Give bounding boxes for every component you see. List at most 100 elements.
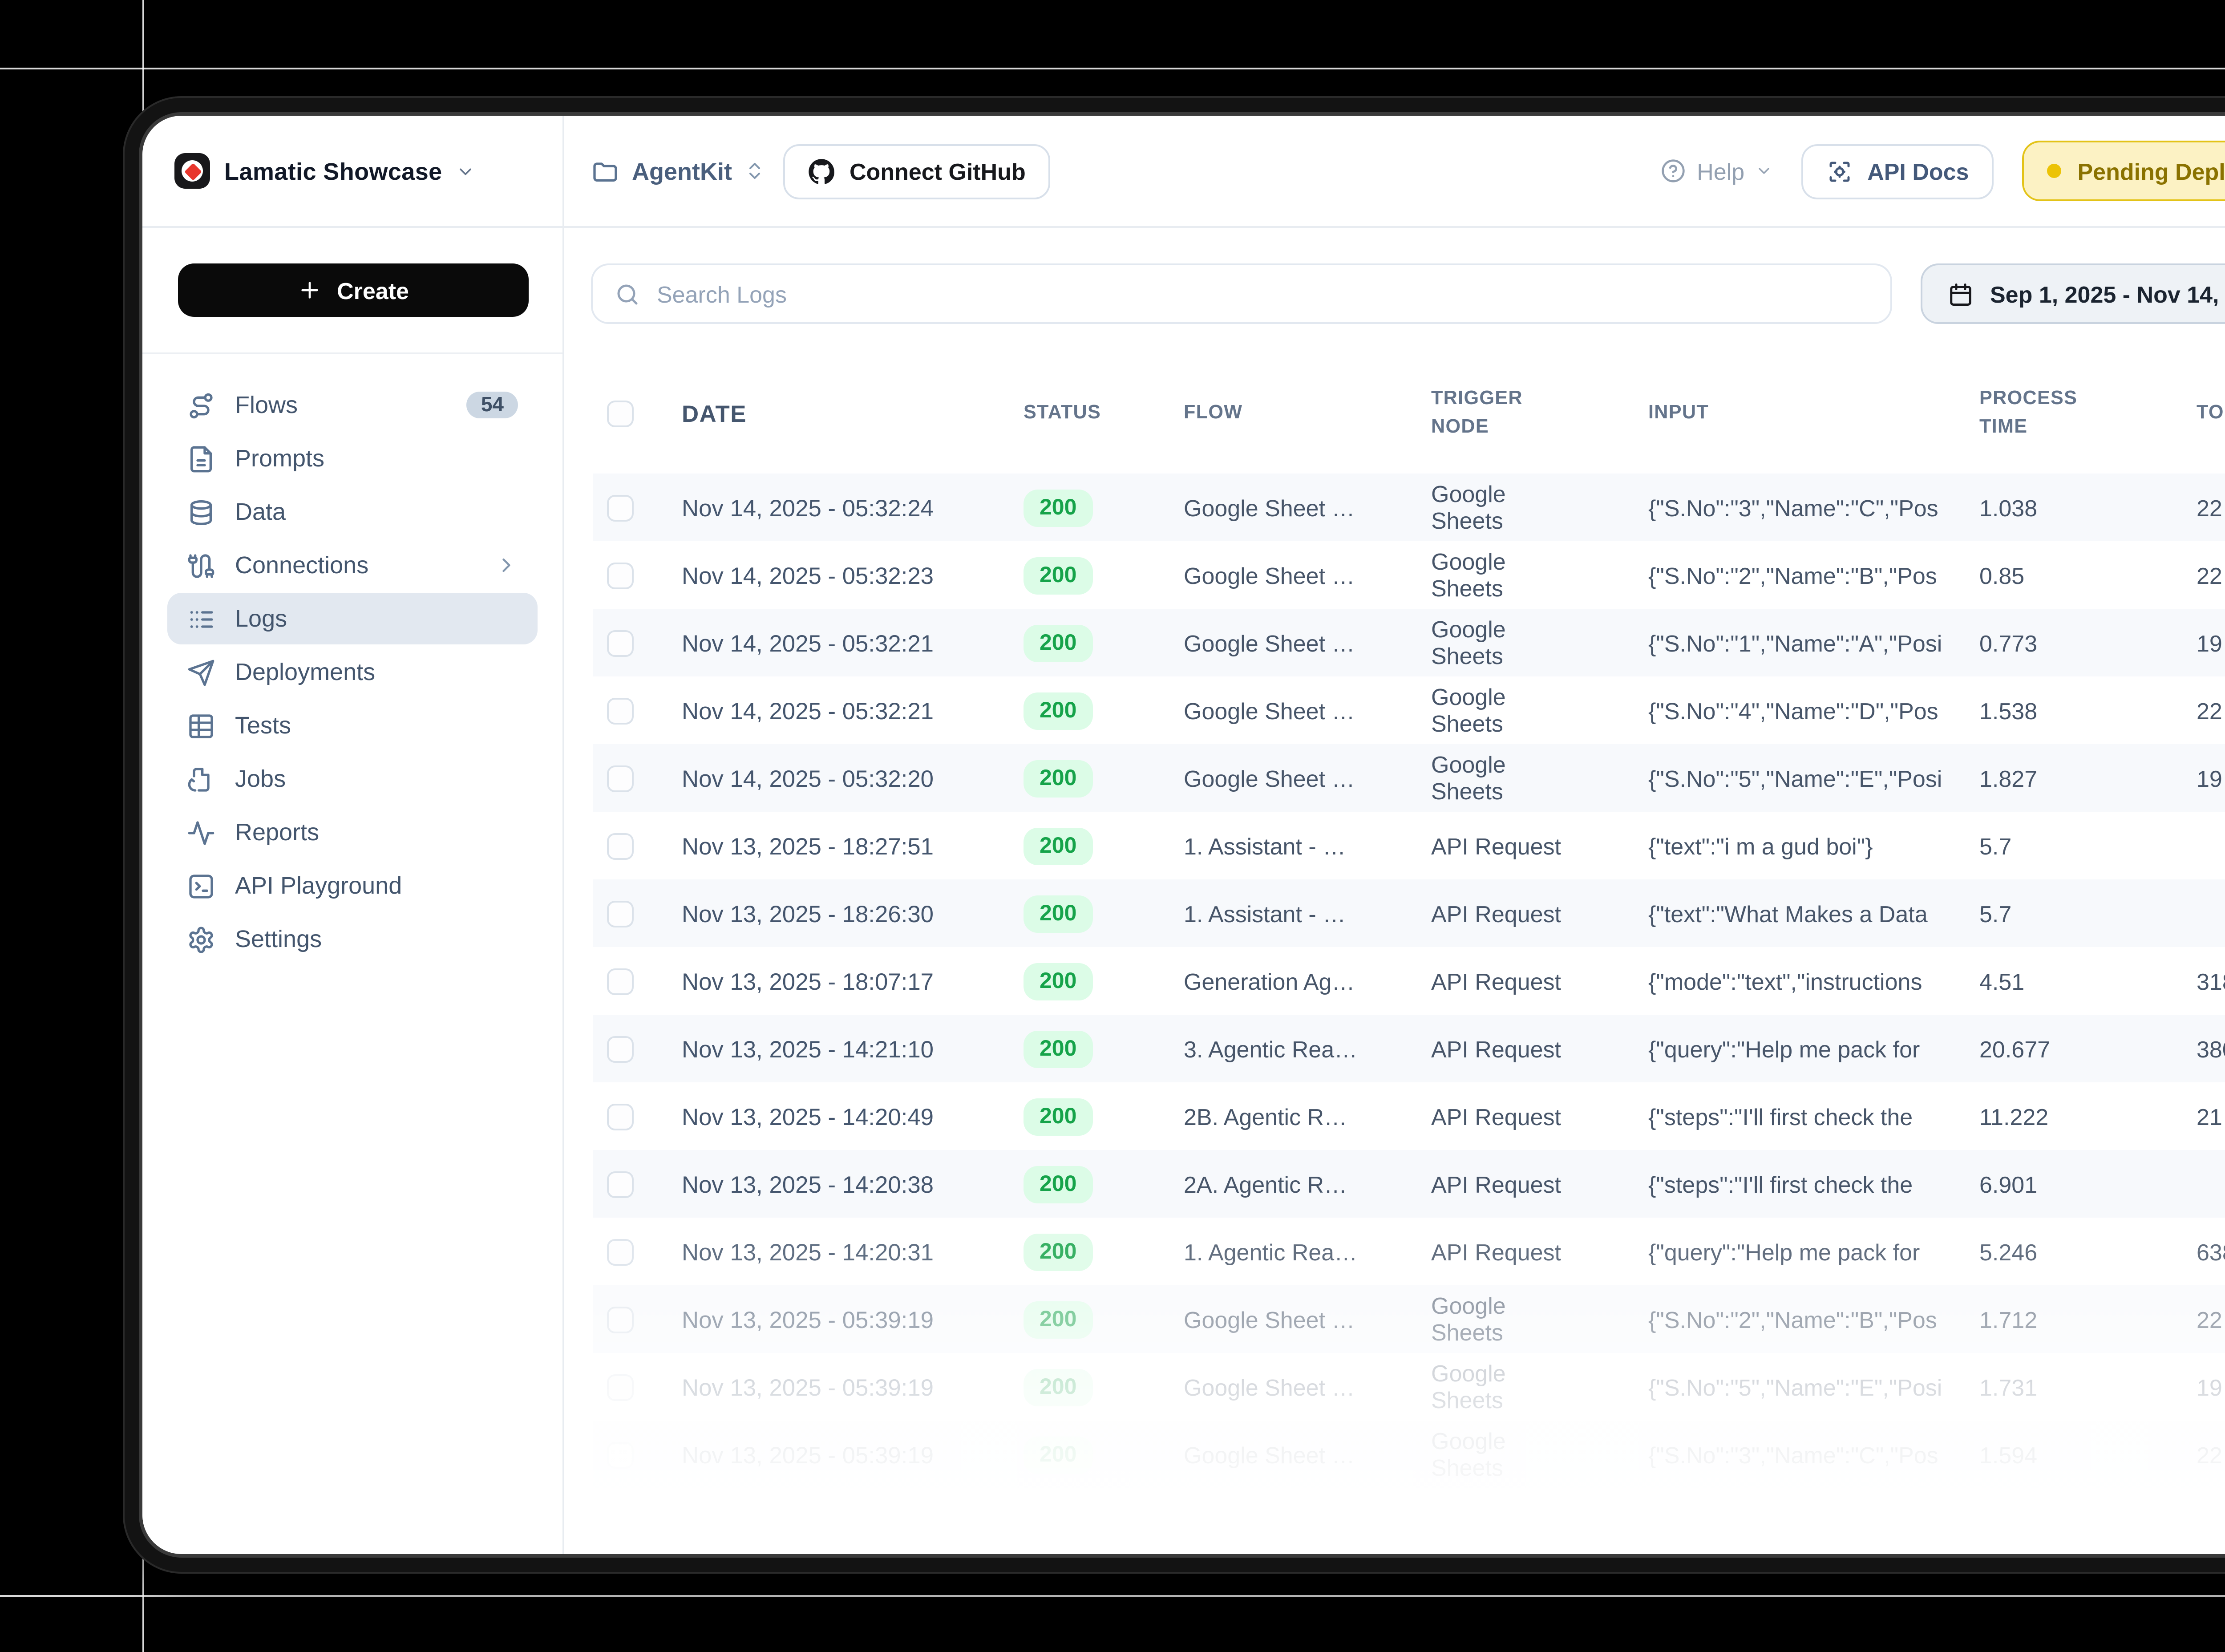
log-trigger-node: API Request bbox=[1431, 1239, 1561, 1266]
log-trigger-node: API Request bbox=[1431, 1103, 1561, 1130]
status-badge: 200 bbox=[1024, 556, 1093, 594]
deployments-icon bbox=[187, 658, 215, 686]
table-row[interactable]: Nov 13, 2025 - 14:20:38 200 2A. Agentic … bbox=[593, 1150, 2225, 1218]
help-menu[interactable]: Help bbox=[1661, 158, 1773, 184]
deployment-status-pill: Pending Deployments Deploy bbox=[2022, 141, 2225, 201]
table-row[interactable]: Nov 13, 2025 - 18:07:17 200 Generation A… bbox=[593, 947, 2225, 1015]
column-header-process: PROCESS TIME bbox=[1979, 388, 2078, 437]
log-input: {"steps":"I'll first check the bbox=[1648, 1103, 1913, 1130]
status-badge: 200 bbox=[1024, 827, 1093, 864]
row-checkbox[interactable] bbox=[607, 1170, 634, 1197]
log-process-time: 5.246 bbox=[1979, 1238, 2038, 1265]
column-header-status: STATUS bbox=[1024, 401, 1101, 423]
date-range-button[interactable]: Sep 1, 2025 - Nov 14, 2025 bbox=[1921, 263, 2225, 324]
log-flow: 2A. Agentic R… bbox=[1184, 1170, 1347, 1197]
connect-github-button[interactable]: Connect GitHub bbox=[784, 143, 1051, 198]
log-date: Nov 14, 2025 - 05:32:20 bbox=[682, 765, 934, 791]
sidebar-item-jobs[interactable]: Jobs bbox=[167, 753, 538, 805]
pending-deployments-label[interactable]: Pending Deployments bbox=[2077, 158, 2225, 184]
log-flow: 1. Agentic Rea… bbox=[1184, 1238, 1358, 1265]
sidebar-item-label: Flows bbox=[235, 392, 298, 418]
table-row[interactable]: Nov 14, 2025 - 05:32:21 200 Google Sheet… bbox=[593, 676, 2225, 744]
pending-dot-icon bbox=[2047, 164, 2062, 178]
log-flow: Google Sheet … bbox=[1184, 1306, 1355, 1332]
logs-table: DATE STATUS FLOW TRIGGER NODE INPUT PROCESS T… bbox=[566, 354, 2225, 1554]
log-trigger-node: Google Sheets bbox=[1431, 1359, 1506, 1413]
sidebar-item-settings[interactable]: Settings bbox=[167, 913, 538, 965]
log-tokens: 3808 bbox=[2197, 1035, 2225, 1062]
row-checkbox[interactable] bbox=[607, 1035, 634, 1062]
row-checkbox[interactable] bbox=[607, 1373, 634, 1400]
table-row[interactable]: Nov 13, 2025 - 18:26:30 200 1. Assistant… bbox=[593, 879, 2225, 947]
status-badge: 200 bbox=[1024, 895, 1093, 932]
table-row[interactable]: Nov 14, 2025 - 05:32:23 200 Google Sheet… bbox=[593, 541, 2225, 609]
log-process-time: 1.731 bbox=[1979, 1373, 2038, 1400]
help-icon bbox=[1661, 158, 1686, 183]
row-checkbox[interactable] bbox=[607, 629, 634, 656]
log-trigger-node: API Request bbox=[1431, 900, 1561, 927]
log-tokens: 19 bbox=[2197, 629, 2222, 656]
log-process-time: 1.827 bbox=[1979, 765, 2038, 791]
sidebar-item-deployments[interactable]: Deployments bbox=[167, 646, 538, 698]
sidebar-item-reports[interactable]: Reports bbox=[167, 806, 538, 858]
log-date: Nov 13, 2025 - 05:39:19 bbox=[682, 1373, 934, 1400]
table-row[interactable]: Nov 13, 2025 - 18:27:51 200 1. Assistant… bbox=[593, 812, 2225, 879]
log-trigger-node: API Request bbox=[1431, 1171, 1561, 1198]
sidebar-item-flows[interactable]: Flows 54 bbox=[167, 379, 538, 431]
status-badge: 200 bbox=[1024, 489, 1093, 526]
topbar: AgentKit Connect GitHub Help bbox=[566, 116, 2225, 226]
row-checkbox[interactable] bbox=[607, 832, 634, 859]
api-docs-button[interactable]: API Docs bbox=[1801, 143, 1994, 198]
log-process-time: 20.677 bbox=[1979, 1035, 2051, 1062]
row-checkbox[interactable] bbox=[607, 1103, 634, 1130]
log-date: Nov 13, 2025 - 14:20:31 bbox=[682, 1238, 934, 1265]
log-input: {"text":"What Makes a Data bbox=[1648, 900, 1928, 927]
table-row[interactable]: Nov 13, 2025 - 05:39:19 200 Google Sheet… bbox=[593, 1353, 2225, 1421]
row-checkbox[interactable] bbox=[607, 1306, 634, 1332]
row-checkbox[interactable] bbox=[607, 968, 634, 994]
row-checkbox[interactable] bbox=[607, 1441, 634, 1468]
sidebar-item-api-playground[interactable]: API Playground bbox=[167, 860, 538, 911]
sidebar-item-data[interactable]: Data bbox=[167, 486, 538, 538]
table-row[interactable]: Nov 14, 2025 - 05:32:20 200 Google Sheet… bbox=[593, 744, 2225, 812]
status-badge: 200 bbox=[1024, 692, 1093, 729]
workspace-switcher[interactable]: Lamatic Showcase bbox=[142, 116, 562, 226]
sidebar-item-label: Tests bbox=[235, 712, 291, 739]
search-input[interactable] bbox=[657, 280, 1869, 307]
table-row[interactable]: Nov 13, 2025 - 05:39:19 200 Google Sheet… bbox=[593, 1421, 2225, 1488]
table-row[interactable]: Nov 13, 2025 - 05:39:19 200 Google Sheet… bbox=[593, 1285, 2225, 1353]
sidebar-item-connections[interactable]: Connections bbox=[167, 539, 538, 591]
table-row[interactable]: Nov 13, 2025 - 14:21:10 200 3. Agentic R… bbox=[593, 1015, 2225, 1082]
log-trigger-node: API Request bbox=[1431, 833, 1561, 860]
status-badge: 200 bbox=[1024, 759, 1093, 797]
row-checkbox[interactable] bbox=[607, 900, 634, 927]
log-flow: Google Sheet … bbox=[1184, 562, 1355, 588]
table-row[interactable]: Nov 14, 2025 - 05:32:21 200 Google Sheet… bbox=[593, 609, 2225, 676]
sidebar-item-tests[interactable]: Tests bbox=[167, 700, 538, 751]
log-flow: 2B. Agentic R… bbox=[1184, 1103, 1347, 1130]
log-flow: Google Sheet … bbox=[1184, 629, 1355, 656]
log-process-time: 1.712 bbox=[1979, 1306, 2038, 1332]
row-checkbox[interactable] bbox=[607, 697, 634, 724]
project-switcher[interactable]: AgentKit bbox=[591, 157, 766, 185]
column-header-flow: FLOW bbox=[1184, 401, 1243, 423]
select-all-checkbox[interactable] bbox=[607, 401, 634, 427]
status-badge: 200 bbox=[1024, 962, 1093, 1000]
table-row[interactable]: Nov 14, 2025 - 05:32:24 200 Google Sheet… bbox=[593, 474, 2225, 541]
search-icon bbox=[614, 280, 641, 307]
sidebar-item-logs[interactable]: Logs bbox=[167, 593, 538, 644]
row-checkbox[interactable] bbox=[607, 562, 634, 588]
sidebar-item-prompts[interactable]: Prompts bbox=[167, 433, 538, 484]
log-input: {"S.No":"2","Name":"B","Pos bbox=[1648, 562, 1937, 588]
row-checkbox[interactable] bbox=[607, 765, 634, 791]
table-row[interactable]: Nov 13, 2025 - 14:20:49 200 2B. Agentic … bbox=[593, 1082, 2225, 1150]
log-flow: Google Sheet … bbox=[1184, 494, 1355, 521]
row-checkbox[interactable] bbox=[607, 1238, 634, 1265]
folder-icon bbox=[591, 157, 619, 185]
log-date: Nov 13, 2025 - 18:26:30 bbox=[682, 900, 934, 927]
log-process-time: 1.594 bbox=[1979, 1441, 2038, 1468]
sidebar: Lamatic Showcase Create Flows 54 Prompts… bbox=[142, 116, 564, 1554]
create-button[interactable]: Create bbox=[178, 263, 529, 317]
table-row[interactable]: Nov 13, 2025 - 14:20:31 200 1. Agentic R… bbox=[593, 1218, 2225, 1285]
row-checkbox[interactable] bbox=[607, 494, 634, 521]
